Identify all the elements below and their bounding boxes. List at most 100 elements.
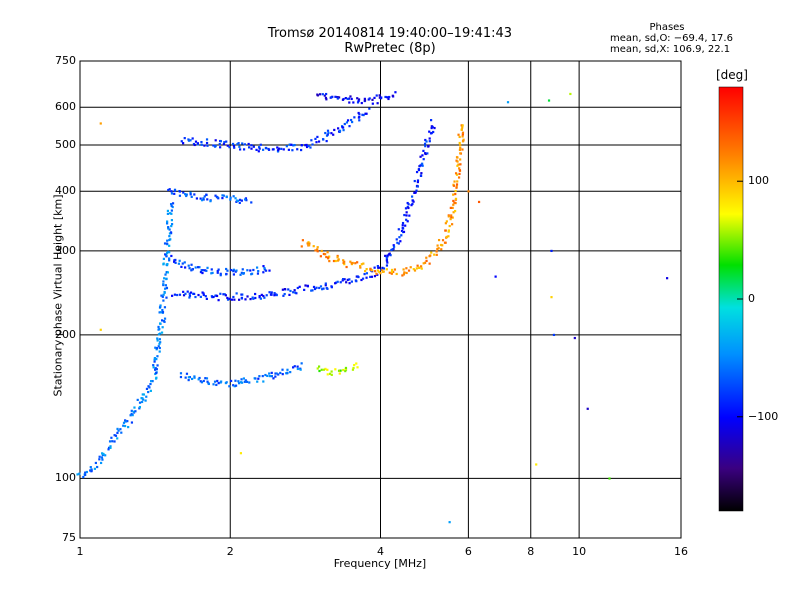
data-point xyxy=(388,95,391,99)
data-point xyxy=(226,144,229,147)
data-point xyxy=(458,135,461,139)
data-point xyxy=(270,375,273,378)
data-point xyxy=(165,296,168,299)
data-point xyxy=(378,94,381,97)
data-point xyxy=(84,471,87,474)
data-point xyxy=(365,272,369,275)
data-point xyxy=(360,278,363,282)
data-point xyxy=(124,424,127,428)
data-point xyxy=(211,271,214,274)
data-point xyxy=(165,222,169,225)
data-point xyxy=(401,274,404,277)
data-point xyxy=(223,141,226,144)
data-point xyxy=(163,317,167,320)
data-point xyxy=(177,262,181,265)
data-point xyxy=(206,266,209,269)
data-point xyxy=(124,419,127,422)
data-point xyxy=(364,270,367,273)
data-point xyxy=(102,452,105,456)
data-point xyxy=(326,256,330,259)
data-point xyxy=(166,220,169,223)
data-point xyxy=(205,138,209,141)
data-point xyxy=(344,96,347,100)
data-point xyxy=(381,270,385,273)
data-point xyxy=(281,373,284,376)
data-point xyxy=(370,275,374,278)
data-point xyxy=(252,145,255,148)
data-point xyxy=(666,277,669,280)
data-point xyxy=(416,179,420,182)
data-point xyxy=(458,169,461,172)
data-point xyxy=(147,390,150,394)
data-point xyxy=(109,445,112,448)
data-point xyxy=(410,195,414,198)
data-point xyxy=(381,269,384,272)
data-point xyxy=(467,190,470,193)
y-tick-label: 400 xyxy=(55,184,76,198)
data-point xyxy=(130,409,133,412)
data-point xyxy=(157,345,160,348)
data-point xyxy=(217,382,220,385)
data-point xyxy=(459,163,462,166)
data-point xyxy=(239,148,242,151)
data-point xyxy=(219,140,223,143)
data-point xyxy=(373,96,376,100)
data-point xyxy=(203,269,207,272)
data-point xyxy=(202,197,205,200)
data-point xyxy=(586,407,589,410)
data-point xyxy=(256,380,259,383)
data-point xyxy=(363,97,366,100)
data-point xyxy=(450,214,453,217)
data-point xyxy=(477,200,481,204)
data-point xyxy=(159,305,162,309)
data-point xyxy=(345,121,349,124)
data-point xyxy=(345,265,348,269)
data-point xyxy=(289,370,292,374)
data-point xyxy=(162,257,165,260)
data-point xyxy=(145,387,149,390)
data-point xyxy=(196,266,200,269)
data-point xyxy=(141,397,144,400)
phase-stats: Phases mean, sd,O: −69.4, 17.6 mean, sd,… xyxy=(610,22,780,55)
data-point xyxy=(437,247,440,250)
data-point xyxy=(182,290,185,293)
data-point xyxy=(348,282,351,285)
data-point xyxy=(264,269,268,272)
x-tick-label: 1 xyxy=(76,545,84,558)
data-point xyxy=(373,275,377,278)
data-point xyxy=(250,147,253,150)
data-point xyxy=(356,275,359,278)
data-point xyxy=(268,269,271,272)
data-point xyxy=(334,282,337,285)
data-point xyxy=(238,201,241,205)
data-point xyxy=(159,311,162,314)
data-point xyxy=(163,242,167,245)
data-point xyxy=(325,286,328,290)
data-point xyxy=(453,201,456,204)
data-point xyxy=(178,190,182,193)
data-point xyxy=(359,265,362,268)
data-point xyxy=(416,264,419,267)
data-point xyxy=(347,97,351,100)
data-point xyxy=(461,133,464,136)
data-point xyxy=(289,289,292,293)
data-point xyxy=(336,280,339,283)
data-point xyxy=(184,266,187,269)
data-point xyxy=(312,285,316,289)
data-point xyxy=(455,183,459,186)
data-point xyxy=(258,375,261,378)
data-point xyxy=(130,412,133,416)
colorbar-tick-label: 0 xyxy=(748,292,755,305)
data-point xyxy=(365,112,368,115)
data-point xyxy=(316,248,319,251)
y-tick-label: 750 xyxy=(55,54,76,67)
data-point xyxy=(203,144,206,147)
data-point xyxy=(162,280,165,283)
data-point xyxy=(456,160,459,163)
data-point xyxy=(316,135,319,139)
data-point xyxy=(406,201,409,205)
data-point xyxy=(447,229,450,232)
data-point xyxy=(237,142,240,145)
data-point xyxy=(461,124,464,127)
data-point xyxy=(156,339,159,342)
